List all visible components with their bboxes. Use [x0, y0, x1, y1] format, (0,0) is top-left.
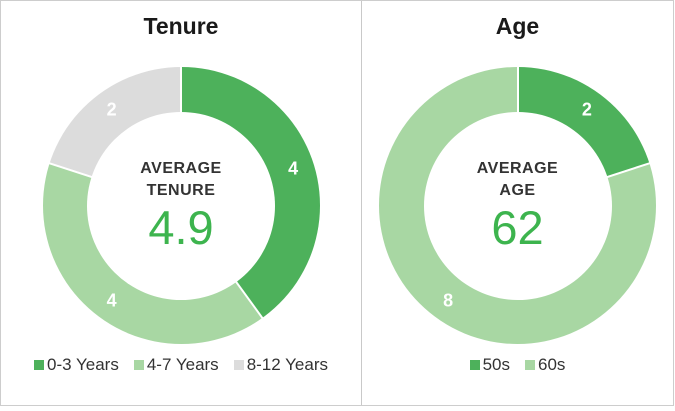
tenure-panel: Tenure AVERAGE TENURE 4.9 4 4 2 0-3 Years 4… [1, 1, 362, 405]
legend-item-0-3-years[interactable]: 0-3 Years [34, 355, 119, 375]
legend-item-4-7-years[interactable]: 4-7 Years [133, 355, 219, 375]
center-label-line1: AVERAGE [140, 160, 222, 177]
age-chart-title: Age [495, 13, 540, 39]
legend-swatch [525, 360, 535, 370]
segment-value-label: 2 [581, 99, 592, 120]
legend-label: 8-12 Years [246, 355, 328, 374]
legend-item-50s[interactable]: 50s [469, 355, 510, 375]
age-panel: Age AVERAGE AGE 62 2 8 50s 60s [362, 1, 673, 405]
age-legend: 50s 60s [469, 355, 565, 375]
tenure-donut-chart[interactable]: AVERAGE TENURE 4.9 4 4 2 [42, 66, 320, 344]
center-value: 4.9 [148, 201, 214, 254]
legend-label: 4-7 Years [146, 355, 219, 374]
age-donut-chart[interactable]: AVERAGE AGE 62 2 8 [379, 66, 656, 344]
tenure-chart-title: Tenure [143, 13, 219, 39]
donut-center: AVERAGE AGE 62 [423, 111, 612, 300]
segment-value-label: 4 [106, 290, 117, 311]
segment-value-label: 8 [443, 290, 454, 311]
legend-swatch [469, 360, 480, 370]
center-label-line2: AGE [499, 182, 536, 199]
donut-center: AVERAGE TENURE 4.9 [87, 111, 275, 300]
legend-swatch [34, 360, 44, 370]
legend-label: 50s [482, 355, 510, 374]
legend-swatch [233, 360, 244, 370]
center-value: 62 [491, 201, 544, 254]
center-label-line2: TENURE [146, 182, 216, 199]
tenure-legend: 0-3 Years 4-7 Years 8-12 Years [34, 355, 328, 375]
segment-value-label: 2 [106, 99, 117, 120]
center-label: AVERAGE AGE [477, 158, 558, 202]
legend-item-60s[interactable]: 60s [525, 355, 565, 375]
legend-item-8-12-years[interactable]: 8-12 Years [233, 355, 328, 375]
center-label: AVERAGE TENURE [140, 158, 221, 202]
center-label-line1: AVERAGE [476, 160, 559, 177]
legend-label: 0-3 Years [47, 355, 119, 374]
segment-value-label: 4 [288, 158, 299, 179]
legend-label: 60s [538, 355, 566, 374]
legend-swatch [133, 360, 144, 370]
